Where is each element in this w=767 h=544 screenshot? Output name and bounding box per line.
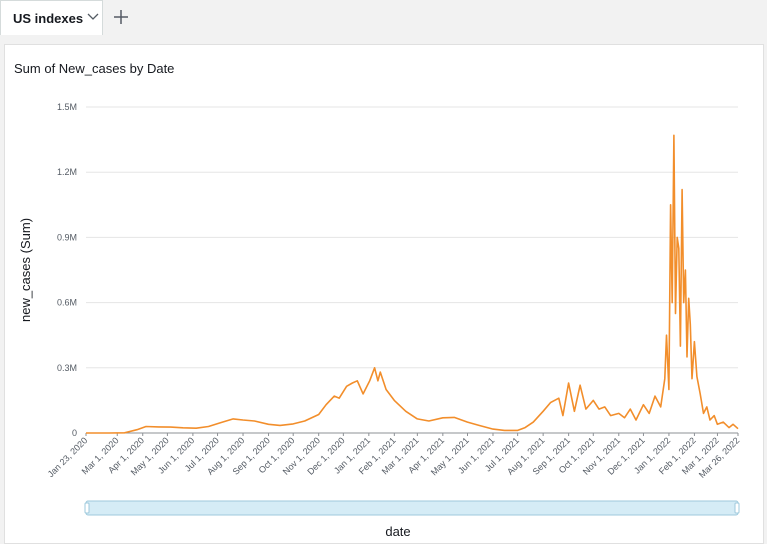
- y-tick-label: 1.5M: [57, 102, 77, 112]
- series-line[interactable]: [86, 134, 739, 434]
- chevron-down-icon[interactable]: [87, 12, 99, 22]
- gridlines: [86, 106, 738, 434]
- scrollbar-left-handle[interactable]: [84, 502, 90, 514]
- date-scrollbar[interactable]: [84, 500, 740, 516]
- visual-panel[interactable]: [4, 44, 764, 544]
- y-tick-label: 0.3M: [57, 363, 77, 373]
- y-tick-label: 0.9M: [57, 232, 77, 242]
- y-tick-label: 0.6M: [57, 298, 77, 308]
- y-axis-ticks: 0 0.3M 0.6M 0.9M 1.2M 1.5M: [57, 102, 77, 438]
- y-tick-label: 1.2M: [57, 167, 77, 177]
- y-tick-label: 0: [72, 428, 77, 438]
- scrollbar-track[interactable]: [85, 500, 739, 516]
- plus-icon[interactable]: [112, 8, 130, 26]
- sheet-tab-bar: US indexes: [0, 0, 767, 35]
- tab-us-indexes[interactable]: US indexes: [0, 0, 103, 35]
- visual-title: Sum of New_cases by Date: [14, 61, 175, 76]
- tab-label: US indexes: [13, 11, 84, 26]
- x-axis-title: date: [385, 524, 410, 539]
- y-axis-title: new_cases (Sum): [18, 218, 33, 322]
- scrollbar-right-handle[interactable]: [734, 502, 740, 514]
- series-lines: [86, 134, 739, 434]
